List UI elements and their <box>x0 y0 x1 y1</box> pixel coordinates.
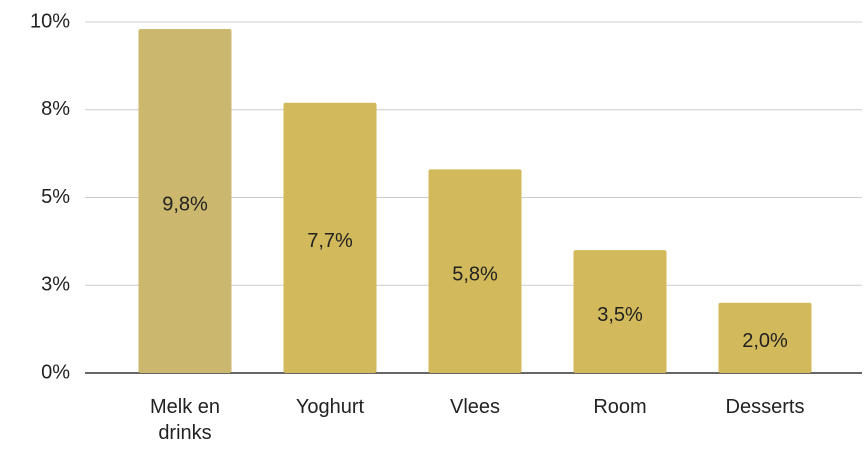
x-tick-label: Room <box>593 396 647 418</box>
y-tick-label: 8% <box>41 98 70 120</box>
data-label: 2,0% <box>742 330 788 352</box>
y-tick-label: 0% <box>41 361 70 383</box>
x-tick-label: Melk en drinks <box>149 396 221 444</box>
data-label: 9,8% <box>162 193 208 215</box>
bar <box>573 250 667 373</box>
data-label: 5,8% <box>452 263 498 285</box>
x-tick-label: Vlees <box>449 396 501 418</box>
bar <box>718 302 812 373</box>
x-tick-label: Yoghurt <box>295 396 365 418</box>
x-tick-label: Desserts <box>725 396 805 418</box>
bar <box>138 29 232 374</box>
y-tick-label: 10% <box>30 10 70 32</box>
data-label: 7,7% <box>307 230 353 252</box>
y-tick-label: 3% <box>41 274 70 296</box>
bar <box>283 102 377 373</box>
data-label: 3,5% <box>597 304 643 326</box>
y-tick-label: 5% <box>41 186 70 208</box>
bar <box>428 169 522 373</box>
